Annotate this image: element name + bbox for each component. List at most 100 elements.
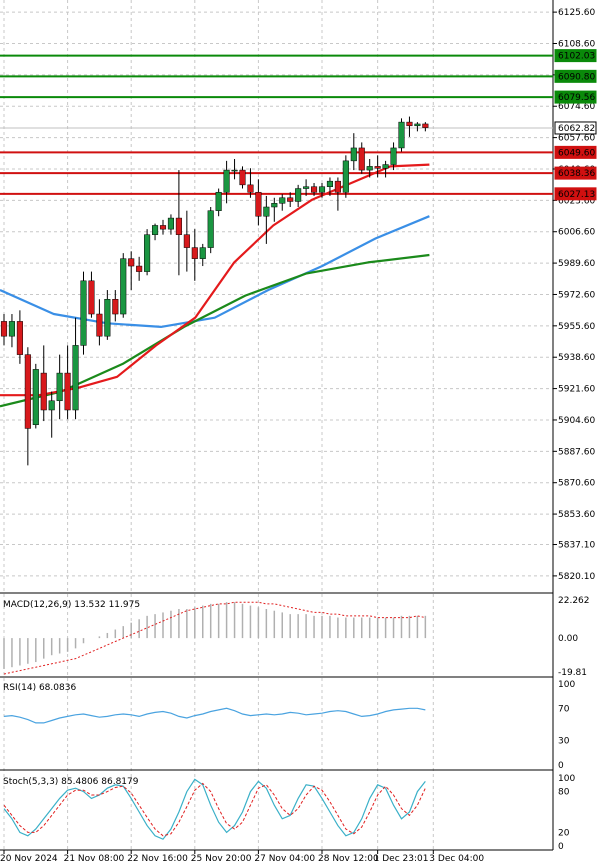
candle-body <box>303 186 310 189</box>
resistance-label: 6079.56 <box>558 93 595 103</box>
current-price-tag <box>554 121 597 135</box>
candle-body <box>104 299 111 337</box>
resistance-tag <box>554 49 597 63</box>
candle-body <box>175 217 182 235</box>
candle-body <box>40 372 47 411</box>
candles <box>0 116 429 466</box>
price-tick-label: 5938.60 <box>558 353 595 363</box>
candle-body <box>128 258 135 267</box>
candle-body <box>16 321 23 355</box>
price-tick-label: 6108.60 <box>558 39 595 49</box>
price-tick-label: 5904.60 <box>558 416 595 426</box>
support-tag <box>554 166 597 180</box>
candle-body <box>342 160 349 193</box>
price-axis: 6125.606108.606091.606074.606057.606040.… <box>553 8 595 582</box>
time-axis: 20 Nov 2024 21 Nov 08:00 22 Nov 16:00 25 No… <box>0 850 484 864</box>
candle-body <box>223 169 230 193</box>
candle-body <box>144 234 151 272</box>
candle-body <box>48 400 55 411</box>
price-tick-label: 5972.60 <box>558 290 595 300</box>
support-tag <box>554 187 597 201</box>
time-tick-label: 3 Dec 04:00 <box>429 854 484 864</box>
candle-body <box>263 206 270 217</box>
candle-body <box>334 180 341 193</box>
candle-body <box>152 225 159 235</box>
current-price-label: 6062.82 <box>558 124 595 134</box>
rsi-tick-label: 70 <box>558 704 570 714</box>
candle-body <box>8 321 15 337</box>
candle-body <box>183 234 190 248</box>
candle-body <box>88 280 95 315</box>
rsi-tick-label: 30 <box>558 737 570 747</box>
candle-body <box>159 225 167 230</box>
macd-signal-line <box>3 601 426 675</box>
candle-body <box>318 186 326 193</box>
moving-averages <box>0 163 430 408</box>
candle-body <box>406 121 413 127</box>
time-tick-label: 27 Nov 04:00 <box>254 854 315 864</box>
stoch-signal-line <box>3 782 426 837</box>
stoch-tick-label: 80 <box>558 788 570 798</box>
candle-body <box>56 372 63 402</box>
rsi-line <box>3 707 426 724</box>
horizontal-levels <box>0 54 553 195</box>
price-tick-label: 5921.60 <box>558 385 595 395</box>
candle-body <box>231 169 238 172</box>
candle-body <box>374 166 381 169</box>
level-tags: 6102.03 6090.80 6079.56 6049.60 6038.36 6027.… <box>554 49 597 201</box>
price-tick-label: 6125.60 <box>558 8 595 18</box>
candle-body <box>422 123 429 128</box>
price-tick-label: 5853.60 <box>558 510 595 520</box>
support-label: 6038.36 <box>558 169 595 179</box>
price-tick-label: 5820.10 <box>558 572 595 582</box>
candle-body <box>191 247 198 259</box>
time-tick-label: 25 Nov 20:00 <box>191 854 252 864</box>
resistance-tag <box>554 69 597 83</box>
ma-red-line <box>0 163 430 397</box>
candle-body <box>414 123 421 127</box>
resistance-label: 6102.03 <box>558 52 595 62</box>
ma-green-line <box>0 253 430 408</box>
macd-tick-label: 22.262 <box>558 596 590 606</box>
support-tag <box>554 145 597 159</box>
rsi-tick-label: 0 <box>558 761 564 771</box>
candle-body <box>207 210 214 248</box>
stoch-tick-label: 20 <box>558 828 570 838</box>
resistance-label: 6090.80 <box>558 72 595 82</box>
candle-body <box>247 184 254 193</box>
candle-body <box>279 197 286 204</box>
candle-body <box>366 166 373 171</box>
candle-body <box>358 147 365 171</box>
time-tick-label: 22 Nov 16:00 <box>127 854 188 864</box>
time-tick-label: 28 Nov 12:00 <box>318 854 379 864</box>
time-tick-label: 21 Nov 08:00 <box>64 854 125 864</box>
candle-body <box>287 197 294 202</box>
support-label: 6049.60 <box>558 148 595 158</box>
price-tick-label: 5837.10 <box>558 541 595 551</box>
candle-body <box>398 121 405 149</box>
price-tick-label: 6006.60 <box>558 228 595 238</box>
candle-body <box>0 321 8 337</box>
price-tick-label: 5955.60 <box>558 322 595 332</box>
time-tick-label: 1 Dec 23:01 <box>374 854 429 864</box>
stoch-tick-label: 0 <box>558 842 564 852</box>
stoch-tick-label: 100 <box>558 774 575 784</box>
ma-blue-line <box>0 215 430 328</box>
candle-body <box>295 188 302 202</box>
candle-body <box>72 345 79 411</box>
price-tick-label: 5989.60 <box>558 259 595 269</box>
rsi-title: RSI(14) 68.0836 <box>3 683 76 693</box>
grid <box>0 0 553 850</box>
candle-body <box>311 186 318 193</box>
price-tick-label: 5870.60 <box>558 479 595 489</box>
rsi-pane: 100 70 30 0 <box>3 680 575 771</box>
resistance-tag <box>554 90 597 104</box>
price-tick-label: 5887.60 <box>558 447 595 457</box>
candle-body <box>255 191 262 217</box>
price-tick-label: 6074.60 <box>558 102 595 112</box>
candle-body <box>326 180 333 187</box>
candle-body <box>350 147 357 162</box>
candle-body <box>80 280 87 346</box>
candle-body <box>96 313 103 337</box>
